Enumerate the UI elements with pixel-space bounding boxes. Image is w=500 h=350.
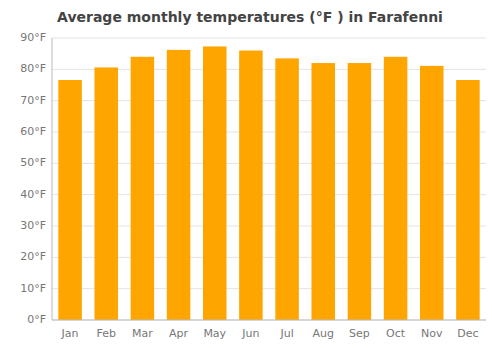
bar <box>239 51 263 320</box>
bar <box>94 67 118 320</box>
y-tick-label: 30°F <box>20 219 46 232</box>
chart-container: Average monthly temperatures (°F ) in Fa… <box>0 0 500 350</box>
y-tick-label: 70°F <box>20 94 46 107</box>
y-tick-label: 10°F <box>20 282 46 295</box>
bar <box>203 46 227 320</box>
x-tick-label: Aug <box>313 327 334 340</box>
bar <box>167 50 191 320</box>
grid-line <box>52 38 486 39</box>
x-tick-label: Jun <box>241 327 259 340</box>
y-tick-label: 0°F <box>27 313 46 326</box>
y-tick-label: 20°F <box>20 250 46 263</box>
x-tick-label: Sep <box>349 327 370 340</box>
bar <box>275 58 299 320</box>
x-tick-label: May <box>203 327 226 340</box>
x-tick-label: Jul <box>279 327 293 340</box>
x-tick-label: Jan <box>61 327 79 340</box>
bar <box>58 80 82 320</box>
grid-line <box>52 320 486 321</box>
bar <box>131 57 155 320</box>
y-tick-label: 40°F <box>20 188 46 201</box>
x-tick-label: Oct <box>386 327 406 340</box>
y-tick-label: 50°F <box>20 156 46 169</box>
bar <box>348 63 372 320</box>
title: Average monthly temperatures (°F ) in Fa… <box>57 9 443 25</box>
y-tick-label: 90°F <box>20 31 46 44</box>
x-tick-label: Feb <box>97 327 116 340</box>
y-axis: 0°F 10°F 20°F 30°F 40°F 50°F 60°F 70°F 80°F 90°F <box>20 31 486 326</box>
x-tick-label: Apr <box>169 327 189 340</box>
x-tick-label: Nov <box>421 327 443 340</box>
page: {"chart_data": {"type": "bar", "title": … <box>0 0 500 350</box>
x-tick-label: Mar <box>132 327 153 340</box>
bar <box>420 66 444 320</box>
x-axis: Jan Feb Mar Apr May Jun Jul Aug Sep Oct Nov Dec <box>61 327 479 340</box>
y-tick-label: 60°F <box>20 125 46 138</box>
bars <box>58 46 479 320</box>
bar <box>311 63 335 320</box>
x-axis-line <box>52 320 486 321</box>
x-tick-label: Dec <box>457 327 478 340</box>
y-tick-label: 80°F <box>20 62 46 75</box>
chart: Average monthly temperatures (°F ) in Fa… <box>0 0 500 350</box>
bar <box>384 57 408 320</box>
bar <box>456 80 480 320</box>
y-axis-line <box>52 38 53 320</box>
